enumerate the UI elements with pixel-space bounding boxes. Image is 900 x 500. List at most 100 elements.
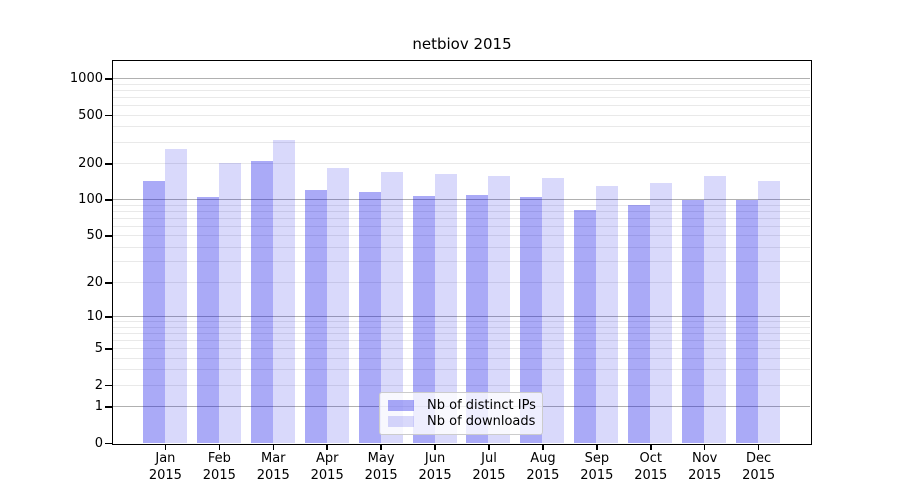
gridline-minor bbox=[113, 332, 810, 334]
bar-distinct-ips bbox=[520, 196, 543, 443]
x-tick-label-month: Mar bbox=[260, 451, 286, 466]
bar-downloads bbox=[758, 181, 781, 443]
x-tick-label: Nov 2015 bbox=[673, 450, 737, 484]
gridline-minor bbox=[113, 210, 810, 212]
x-tick-label-year: 2015 bbox=[364, 468, 398, 483]
bar-downloads bbox=[542, 178, 565, 443]
bar-downloads bbox=[272, 139, 295, 443]
x-tick-label: Jul 2015 bbox=[457, 450, 521, 484]
gridline-minor bbox=[113, 339, 810, 341]
x-tick-label: Sep 2015 bbox=[565, 450, 629, 484]
gridline-minor bbox=[113, 225, 810, 227]
gridline-minor bbox=[113, 246, 810, 248]
gridline-minor bbox=[113, 348, 810, 350]
x-tick-label-month: Feb bbox=[207, 451, 231, 466]
y-tick-label: 1000 bbox=[69, 71, 103, 87]
gridline-minor bbox=[113, 162, 810, 164]
y-tick-mark bbox=[105, 114, 112, 117]
x-tick-label: Jan 2015 bbox=[133, 450, 197, 484]
x-tick-mark bbox=[326, 445, 328, 450]
x-tick-label-month: May bbox=[367, 451, 395, 466]
bar-distinct-ips bbox=[466, 194, 489, 443]
x-tick-label-year: 2015 bbox=[526, 468, 560, 483]
y-tick-mark bbox=[105, 442, 112, 445]
legend-swatch-downloads-icon bbox=[388, 416, 414, 427]
bar-distinct-ips bbox=[574, 210, 597, 443]
gridline-minor bbox=[113, 105, 810, 107]
gridline-minor bbox=[113, 141, 810, 143]
x-tick-label-year: 2015 bbox=[418, 468, 452, 483]
bar-downloads bbox=[218, 163, 241, 443]
y-tick-mark bbox=[105, 316, 112, 318]
x-tick-label-year: 2015 bbox=[472, 468, 506, 483]
y-tick-label: 1 bbox=[94, 398, 103, 414]
plot-area bbox=[112, 60, 812, 445]
x-tick-label-month: Jun bbox=[424, 451, 446, 466]
x-tick-label-year: 2015 bbox=[634, 468, 668, 483]
x-tick-label: May 2015 bbox=[349, 450, 413, 484]
y-tick-label: 5 bbox=[94, 341, 103, 357]
x-tick-label-month: Apr bbox=[315, 451, 339, 466]
x-tick-mark bbox=[218, 445, 221, 450]
y-tick-label: 20 bbox=[86, 274, 103, 290]
y-tick-mark bbox=[105, 282, 112, 284]
gridline-minor bbox=[113, 217, 810, 219]
bar-distinct-ips bbox=[250, 160, 273, 443]
x-tick-label-month: Jul bbox=[481, 451, 497, 466]
y-tick-mark bbox=[105, 348, 112, 350]
x-tick-label-year: 2015 bbox=[688, 468, 722, 483]
x-tick-label: Aug 2015 bbox=[511, 450, 575, 484]
x-tick-mark bbox=[650, 445, 652, 450]
x-tick-mark bbox=[596, 445, 598, 450]
bar-downloads bbox=[326, 168, 349, 443]
x-tick-mark bbox=[380, 445, 382, 450]
bar-downloads bbox=[650, 183, 673, 443]
gridline-minor bbox=[113, 281, 810, 283]
x-tick-label: Mar 2015 bbox=[241, 450, 305, 484]
bar-distinct-ips bbox=[196, 197, 219, 443]
x-tick-label: Oct 2015 bbox=[619, 450, 683, 484]
gridline-major bbox=[113, 199, 810, 201]
gridline-minor bbox=[113, 83, 810, 85]
legend-item-downloads: Nb of downloads bbox=[388, 414, 535, 429]
bar-downloads bbox=[380, 172, 403, 443]
y-tick-label: 0 bbox=[94, 435, 103, 451]
x-tick-label-month: Oct bbox=[639, 451, 662, 466]
x-tick-mark bbox=[488, 445, 490, 450]
x-tick-mark bbox=[757, 445, 760, 450]
x-tick-label-year: 2015 bbox=[202, 468, 236, 483]
bar-downloads bbox=[596, 185, 619, 443]
x-tick-label-year: 2015 bbox=[148, 468, 182, 483]
y-tick-mark bbox=[105, 235, 112, 237]
bar-downloads bbox=[434, 174, 457, 443]
x-tick-mark bbox=[272, 445, 274, 450]
x-tick-mark bbox=[164, 445, 167, 450]
x-tick-label-year: 2015 bbox=[256, 468, 290, 483]
y-tick-label: 50 bbox=[86, 228, 103, 244]
x-tick-mark bbox=[703, 445, 706, 450]
bar-distinct-ips bbox=[412, 196, 435, 443]
gridline-minor bbox=[113, 114, 810, 116]
bar-distinct-ips bbox=[358, 191, 381, 443]
x-tick-label-month: Aug bbox=[530, 451, 556, 466]
gridline-minor bbox=[113, 369, 810, 371]
legend-label-distinct-ips: Nb of distinct IPs bbox=[427, 398, 536, 413]
gridline-minor bbox=[113, 326, 810, 328]
x-tick-label-month: Sep bbox=[584, 451, 610, 466]
x-tick-label-year: 2015 bbox=[742, 468, 776, 483]
bar-distinct-ips bbox=[682, 199, 705, 443]
legend-swatch-distinct-ips-icon bbox=[388, 400, 414, 411]
y-tick-label: 2 bbox=[94, 377, 103, 393]
gridline-minor bbox=[113, 204, 810, 206]
x-tick-label-month: Nov bbox=[692, 451, 718, 466]
x-tick-mark bbox=[542, 445, 544, 450]
x-tick-label-month: Dec bbox=[746, 451, 772, 466]
y-tick-mark bbox=[105, 163, 112, 165]
x-tick-label-year: 2015 bbox=[580, 468, 614, 483]
gridline-major bbox=[113, 78, 810, 80]
gridline-minor bbox=[113, 89, 810, 91]
x-tick-label: Feb 2015 bbox=[187, 450, 251, 484]
bar-distinct-ips bbox=[304, 189, 327, 443]
chart-title: netbiov 2015 bbox=[412, 35, 512, 53]
y-tick-label: 10 bbox=[86, 309, 103, 325]
